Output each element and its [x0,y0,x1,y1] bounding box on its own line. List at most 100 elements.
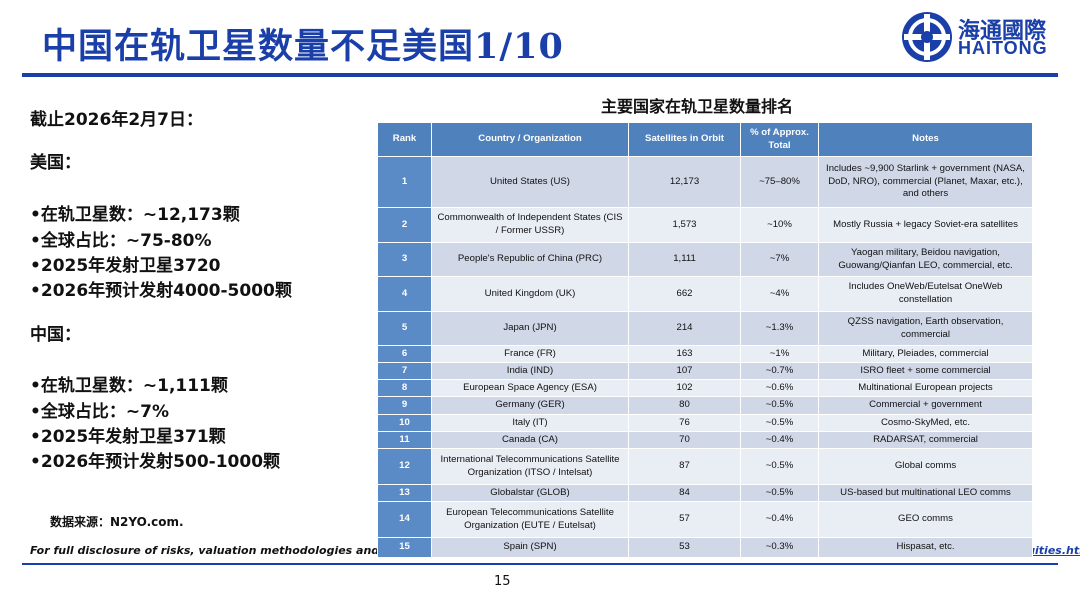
table-cell: ~7% [740,242,819,277]
logo-en: HAITONG [958,38,1048,58]
table-cell: 662 [628,276,741,312]
rank-cell: 4 [377,276,432,312]
table-cell: ~0.4% [740,431,819,449]
table-cell: Includes ~9,900 Starlink + government (N… [818,156,1033,208]
table-cell: United States (US) [431,156,629,208]
table-row: 15 Spain (SPN) 53 ~0.3% Hispasat, etc. [377,537,1033,558]
table-cell: People's Republic of China (PRC) [431,242,629,277]
table-cell: ~10% [740,207,819,243]
rank-cell: 8 [377,379,432,397]
table-cell: ~0.5% [740,396,819,415]
table-cell: RADARSAT, commercial [818,431,1033,449]
table-cell: Hispasat, etc. [818,537,1033,558]
table-cell: ~0.5% [740,414,819,432]
slide-title: 中国在轨卫星数量不足美国1/10 [42,26,564,67]
column-header: % of Approx. Total [740,122,819,157]
bullet: •2026年预计发射4000-5000颗 [30,281,292,301]
bullet: •2026年预计发射500-1000颗 [30,452,281,472]
table-cell: QZSS navigation, Earth observation, comm… [818,311,1033,346]
table-row: 13 Globalstar (GLOB) 84 ~0.5% US-based but m… [377,484,1033,502]
table-cell: Mostly Russia + legacy Soviet-era satell… [818,207,1033,243]
rank-cell: 7 [377,362,432,380]
table-cell: ~0.4% [740,501,819,538]
rank-cell: 9 [377,396,432,415]
section-heading: 中国： [30,325,81,345]
table-cell: 87 [628,448,741,485]
table-row: 8 European Space Agency (ESA) 102 ~0.6% Mult… [377,379,1033,397]
rank-cell: 15 [377,537,432,558]
source: 数据来源：N2YO.com. [50,515,184,529]
table-row: 10 Italy (IT) 76 ~0.5% Cosmo-SkyMed, etc. [377,414,1033,432]
table-cell: 1,573 [628,207,741,243]
table-cell: European Telecommunications Satellite Or… [431,501,629,538]
table-cell: European Space Agency (ESA) [431,379,629,397]
table-row: 14 European Telecommunications Satellite … [377,501,1033,538]
table-cell: Includes OneWeb/Eutelsat OneWeb constell… [818,276,1033,312]
bullet: •2025年发射卫星371颗 [30,427,226,447]
column-header: Rank [377,122,432,157]
rank-cell: 14 [377,501,432,538]
rank-cell: 2 [377,207,432,243]
table-cell: ~0.5% [740,484,819,502]
table-cell: ~0.7% [740,362,819,380]
table-cell: India (IND) [431,362,629,380]
table-cell: United Kingdom (UK) [431,276,629,312]
table-cell: 1,111 [628,242,741,277]
table-cell: ~75–80% [740,156,819,208]
header-row: Rank Country / Organization Satellites in … [377,122,1033,157]
rank-cell: 13 [377,484,432,502]
section-heading: 美国： [30,153,81,173]
table-cell: Global comms [818,448,1033,485]
table-cell: ~0.6% [740,379,819,397]
table-cell: Cosmo-SkyMed, etc. [818,414,1033,432]
table-row: 12 International Telecommunications Satel… [377,448,1033,485]
bullet: •在轨卫星数：~1,111颗 [30,376,228,396]
table-title: 主要国家在轨卫星数量排名 [600,97,793,116]
table-cell: International Telecommunications Satelli… [431,448,629,485]
table-cell: Italy (IT) [431,414,629,432]
footer-rule [22,563,1058,565]
table-cell: ~1% [740,345,819,363]
bullet: •全球占比：~75-80% [30,231,212,251]
table-cell: 214 [628,311,741,346]
table-cell: 12,173 [628,156,741,208]
table-cell: 53 [628,537,741,558]
rank-cell: 3 [377,242,432,277]
rank-cell: 10 [377,414,432,432]
bullet: •全球占比：~7% [30,402,169,422]
table-cell: 80 [628,396,741,415]
column-header: Country / Organization [431,122,629,157]
table-cell: 84 [628,484,741,502]
table-row: 1 United States (US) 12,173 ~75–80% Includes… [377,156,1033,208]
table-row: 7 India (IND) 107 ~0.7% ISRO fleet + some co… [377,362,1033,380]
table-row: 3 People's Republic of China (PRC) 1,111 ~7… [377,242,1033,277]
header-rule [22,73,1058,77]
table-row: 2 Commonwealth of Independent States (CIS… [377,207,1033,243]
table-cell: ISRO fleet + some commercial [818,362,1033,380]
table-cell: ~1.3% [740,311,819,346]
table-cell: 107 [628,362,741,380]
column-header: Satellites in Orbit [628,122,741,157]
logo-cn: 海通國際 [958,19,1047,44]
rank-cell: 1 [377,156,432,208]
table-cell: Multinational European projects [818,379,1033,397]
ranking-table: Rank Country / Organization Satellites in … [377,122,1033,558]
table-cell: Yaogan military, Beidou navigation, Guow… [818,242,1033,277]
table-cell: France (FR) [431,345,629,363]
logo-icon [902,12,952,62]
table-cell: GEO comms [818,501,1033,538]
table-cell: ~0.3% [740,537,819,558]
table-cell: Military, Pleiades, commercial [818,345,1033,363]
date-line: 截止2026年2月7日： [30,110,203,130]
bullet: •2025年发射卫星3720 [30,256,221,276]
rank-cell: 5 [377,311,432,346]
table-cell: ~4% [740,276,819,312]
table-cell: 163 [628,345,741,363]
table-row: 5 Japan (JPN) 214 ~1.3% QZSS navigation, Ear… [377,311,1033,346]
table-cell: 57 [628,501,741,538]
table-row: 11 Canada (CA) 70 ~0.4% RADARSAT, commercial [377,431,1033,449]
rank-cell: 12 [377,448,432,485]
rank-cell: 6 [377,345,432,363]
table-cell: Japan (JPN) [431,311,629,346]
